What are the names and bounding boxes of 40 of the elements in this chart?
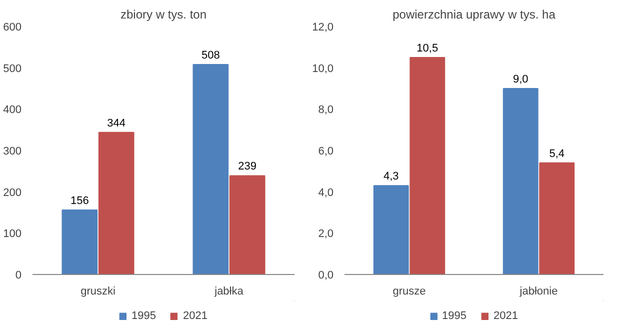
y-tick-label: 4,0: [318, 186, 334, 199]
data-label: 9,0: [512, 74, 528, 86]
data-label: 156: [70, 195, 89, 208]
x-tick-label: jabłonie: [518, 286, 558, 298]
legend-label: 2021: [183, 310, 208, 322]
chart-title: powierzchnia uprawy w tys. ha: [392, 8, 556, 22]
bar: [410, 57, 446, 274]
data-label: 4,3: [383, 170, 399, 183]
y-tick-label: 8,0: [318, 104, 334, 116]
bar: [502, 88, 538, 274]
y-tick-label: 10,0: [312, 62, 334, 75]
y-tick-label: 6,0: [318, 146, 334, 158]
bar: [229, 175, 266, 274]
legend-label: 2021: [494, 310, 518, 322]
x-tick-label: jabłka: [214, 286, 244, 298]
data-label: 239: [238, 160, 257, 173]
y-tick-label: 600: [3, 22, 22, 34]
data-label: 508: [201, 50, 220, 62]
x-tick-label: gruszki: [80, 286, 116, 298]
bar: [539, 162, 575, 274]
bar: [62, 210, 98, 274]
data-label: 10,5: [416, 42, 438, 54]
y-tick-label: 100: [3, 228, 22, 240]
x-tick-label: grusze: [392, 286, 426, 298]
legend-label: 1995: [442, 310, 466, 322]
y-tick-label: 300: [3, 146, 22, 158]
legend-label: 1995: [132, 310, 156, 322]
y-tick-label: 500: [3, 62, 22, 75]
data-label: 5,4: [549, 148, 565, 160]
y-tick-label: 0,0: [318, 270, 334, 282]
y-tick-label: 200: [3, 186, 22, 199]
y-tick-label: 0: [15, 270, 22, 282]
data-label: 344: [107, 117, 126, 130]
bar: [98, 132, 134, 274]
y-tick-label: 400: [3, 104, 22, 116]
bar: [373, 185, 409, 274]
y-tick-label: 2,0: [318, 228, 334, 240]
chart-title: zbiory w tys. ton: [120, 8, 207, 22]
bar: [192, 64, 229, 274]
y-tick-label: 12,0: [312, 22, 334, 34]
